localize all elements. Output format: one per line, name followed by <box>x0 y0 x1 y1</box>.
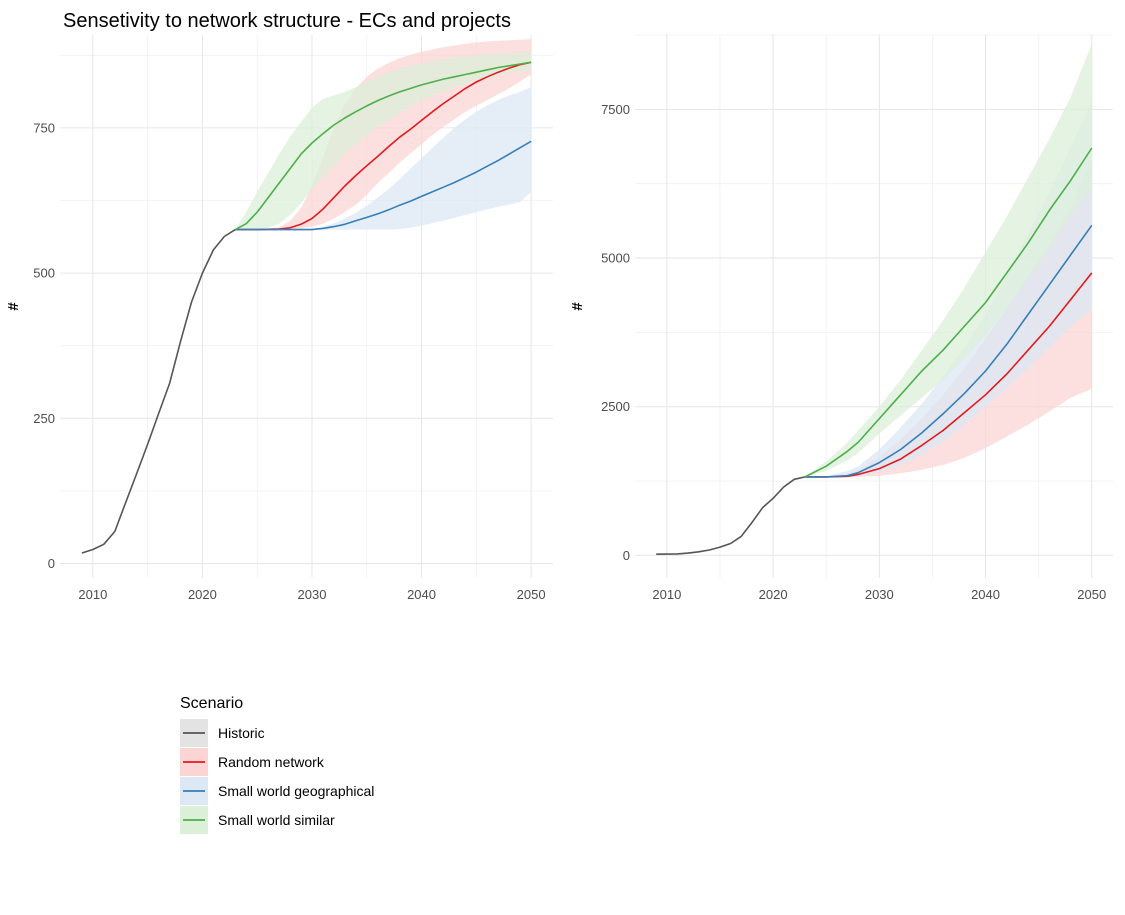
legend: Scenario Historic Random network Small wor… <box>180 695 374 834</box>
legend-item: Small world similar <box>180 806 335 834</box>
panel-right: 2010 2020 2030 2040 2050 0 2500 5000 7500 # <box>569 34 1113 602</box>
x-tick-label: 2040 <box>971 587 1000 602</box>
y-tick-label: 500 <box>33 266 55 281</box>
y-axis-label: # <box>569 302 586 311</box>
legend-label: Random network <box>218 754 325 770</box>
y-tick-label: 5000 <box>601 251 630 266</box>
line-historic <box>81 228 236 554</box>
tick-labels: 2010 2020 2030 2040 2050 0 2500 5000 7500 <box>601 102 1106 602</box>
legend-item: Historic <box>180 719 265 747</box>
x-tick-label: 2020 <box>759 587 788 602</box>
series-lines <box>656 147 1093 555</box>
ribbons <box>235 39 532 230</box>
ribbon-small-world-similar <box>805 43 1092 477</box>
legend-item: Random network <box>180 748 325 776</box>
y-tick-label: 2500 <box>601 399 630 414</box>
x-tick-label: 2030 <box>865 587 894 602</box>
chart-title: Sensetivity to network structure - ECs a… <box>63 10 511 32</box>
line-small-world-similar <box>804 147 1093 478</box>
line-small-world-geographical <box>235 140 532 231</box>
legend-label: Historic <box>218 725 265 741</box>
y-tick-label: 750 <box>33 120 55 135</box>
legend-label: Small world similar <box>218 812 335 828</box>
legend-title: Scenario <box>180 695 243 712</box>
line-random-network <box>805 272 1093 478</box>
ribbon-random-network <box>805 159 1092 477</box>
line-historic <box>656 476 806 555</box>
x-tick-label: 2020 <box>188 587 217 602</box>
y-axis-label: # <box>5 302 22 311</box>
line-small-world-geographical <box>805 224 1093 478</box>
line-random-network <box>235 61 532 231</box>
ribbon-small-world-similar <box>235 51 532 230</box>
x-tick-label: 2010 <box>78 587 107 602</box>
y-tick-label: 7500 <box>601 102 630 117</box>
x-tick-label: 2030 <box>298 587 327 602</box>
y-tick-label: 250 <box>33 411 55 426</box>
legend-items: Historic Random network Small world geogra… <box>180 719 374 834</box>
x-tick-label: 2040 <box>407 587 436 602</box>
panel-left: 2010 2020 2030 2040 2050 0 250 500 750 # <box>5 35 553 602</box>
line-small-world-similar <box>234 61 532 231</box>
ribbon-random-network <box>235 39 532 230</box>
y-tick-label: 0 <box>48 556 55 571</box>
ribbons <box>805 43 1092 477</box>
x-tick-label: 2050 <box>1077 587 1106 602</box>
legend-label: Small world geographical <box>218 783 374 799</box>
series-lines <box>81 61 532 554</box>
x-tick-label: 2010 <box>652 587 681 602</box>
y-tick-label: 0 <box>623 548 630 563</box>
tick-labels: 2010 2020 2030 2040 2050 0 250 500 750 <box>33 120 545 602</box>
ribbon-small-world-geographical <box>235 87 532 230</box>
ribbon-small-world-geographical <box>805 100 1092 477</box>
x-tick-label: 2050 <box>517 587 546 602</box>
legend-item: Small world geographical <box>180 777 374 805</box>
